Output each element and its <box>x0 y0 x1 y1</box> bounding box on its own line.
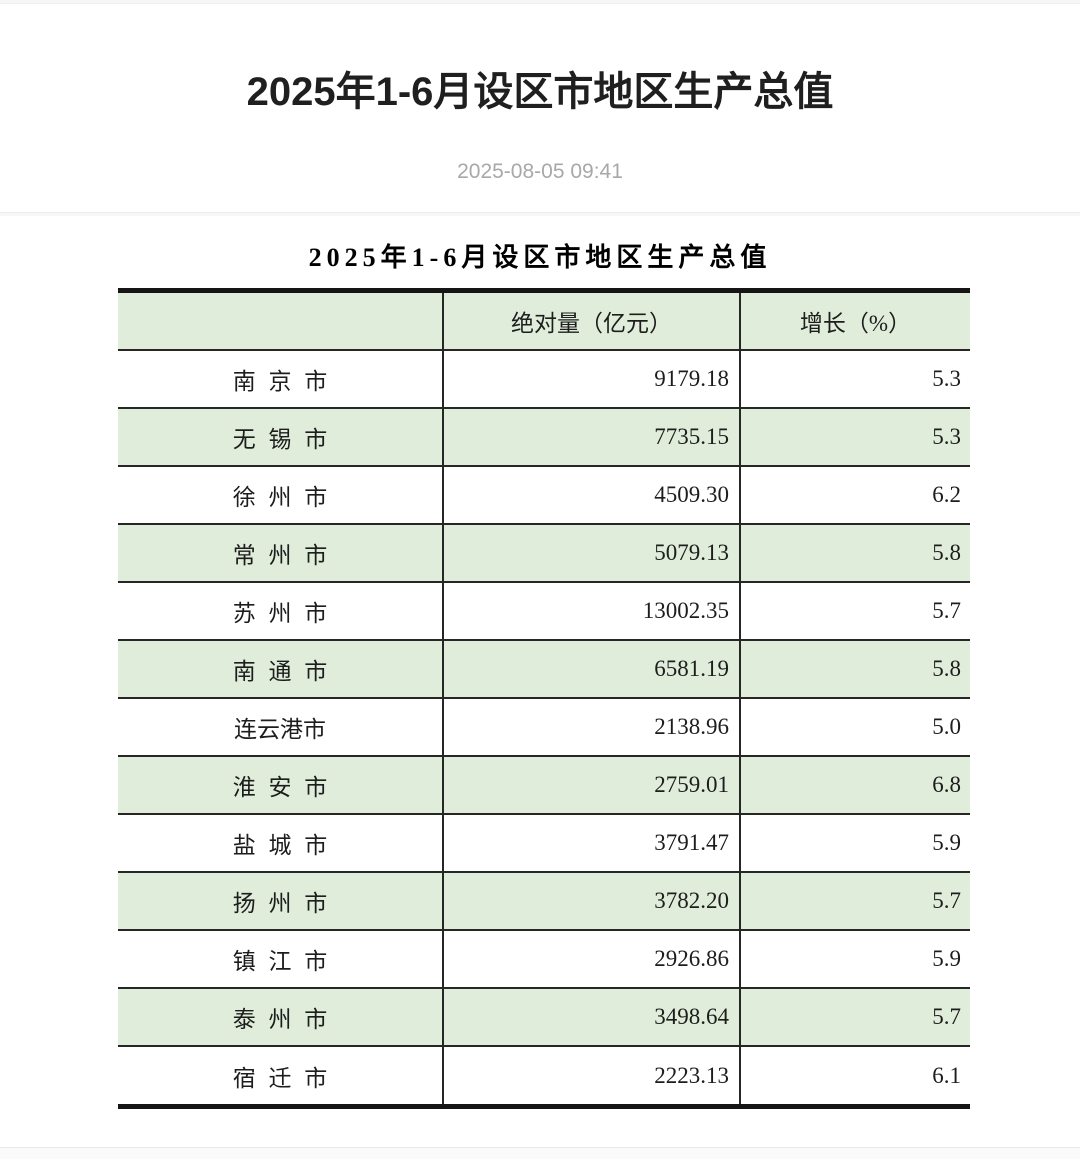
growth-value-cell: 5.3 <box>739 408 970 466</box>
absolute-value-cell: 13002.35 <box>442 582 740 640</box>
city-cell: 泰 州 市 <box>232 1007 328 1032</box>
absolute-value-cell: 5079.13 <box>442 524 740 582</box>
growth-value-cell: 5.7 <box>739 582 970 640</box>
table-row: 淮 安 市 2759.01 6.8 <box>118 756 970 814</box>
city-cell: 盐 城 市 <box>232 833 328 858</box>
table-row: 徐 州 市 4509.30 6.2 <box>118 466 970 524</box>
absolute-value-cell: 9179.18 <box>442 350 740 408</box>
city-cell: 连云港市 <box>234 717 326 742</box>
absolute-value-cell: 6581.19 <box>442 640 740 698</box>
table-header-row: 绝对量（亿元） 增长（%） <box>118 293 970 350</box>
column-header-growth: 增长（%） <box>739 293 970 350</box>
table-row: 宿 迁 市 2223.13 6.1 <box>118 1046 970 1104</box>
growth-value-cell: 5.9 <box>739 930 970 988</box>
growth-value-cell: 5.8 <box>739 524 970 582</box>
column-header-city <box>118 293 443 350</box>
table-row: 常 州 市 5079.13 5.8 <box>118 524 970 582</box>
growth-value-cell: 5.0 <box>739 698 970 756</box>
absolute-value-cell: 2926.86 <box>442 930 740 988</box>
growth-value-cell: 5.9 <box>739 814 970 872</box>
table-row: 苏 州 市 13002.35 5.7 <box>118 582 970 640</box>
table-row: 扬 州 市 3782.20 5.7 <box>118 872 970 930</box>
table-row: 连云港市 2138.96 5.0 <box>118 698 970 756</box>
growth-value-cell: 5.7 <box>739 988 970 1046</box>
city-cell: 南 京 市 <box>232 369 328 394</box>
page-title: 2025年1-6月设区市地区生产总值 <box>246 70 834 114</box>
absolute-value-cell: 2759.01 <box>442 756 740 814</box>
table-title: 2025年1-6月设区市地区生产总值 <box>308 243 772 272</box>
city-cell: 苏 州 市 <box>232 601 328 626</box>
city-cell: 扬 州 市 <box>232 891 328 916</box>
table-row: 镇 江 市 2926.86 5.9 <box>118 930 970 988</box>
absolute-value-cell: 2138.96 <box>442 698 740 756</box>
gdp-table-wrapper: 绝对量（亿元） 增长（%） 南 京 市 9179.18 5.3 无 锡 市 77… <box>118 288 970 1109</box>
growth-value-cell: 6.8 <box>739 756 970 814</box>
absolute-value-cell: 3498.64 <box>442 988 740 1046</box>
column-header-absolute: 绝对量（亿元） <box>442 293 740 350</box>
absolute-value-cell: 3782.20 <box>442 872 740 930</box>
absolute-value-cell: 7735.15 <box>442 408 740 466</box>
absolute-value-cell: 2223.13 <box>442 1046 740 1104</box>
publish-date: 2025-08-05 09:41 <box>457 160 623 183</box>
growth-value-cell: 6.2 <box>739 466 970 524</box>
gdp-table: 绝对量（亿元） 增长（%） 南 京 市 9179.18 5.3 无 锡 市 77… <box>118 293 970 1104</box>
growth-value-cell: 5.7 <box>739 872 970 930</box>
city-cell: 镇 江 市 <box>232 949 328 974</box>
city-cell: 徐 州 市 <box>232 485 328 510</box>
header-divider <box>0 212 1080 216</box>
top-divider <box>0 0 1080 4</box>
table-row: 南 通 市 6581.19 5.8 <box>118 640 970 698</box>
city-cell: 淮 安 市 <box>232 775 328 800</box>
table-row: 无 锡 市 7735.15 5.3 <box>118 408 970 466</box>
table-row: 南 京 市 9179.18 5.3 <box>118 350 970 408</box>
footer-strip <box>0 1147 1080 1159</box>
growth-value-cell: 5.8 <box>739 640 970 698</box>
absolute-value-cell: 4509.30 <box>442 466 740 524</box>
absolute-value-cell: 3791.47 <box>442 814 740 872</box>
table-row: 泰 州 市 3498.64 5.7 <box>118 988 970 1046</box>
table-row: 盐 城 市 3791.47 5.9 <box>118 814 970 872</box>
city-cell: 宿 迁 市 <box>232 1065 328 1091</box>
growth-value-cell: 5.3 <box>739 350 970 408</box>
city-cell: 南 通 市 <box>232 659 328 684</box>
city-cell: 无 锡 市 <box>232 427 328 452</box>
city-cell: 常 州 市 <box>232 543 328 568</box>
growth-value-cell: 6.1 <box>739 1046 970 1104</box>
